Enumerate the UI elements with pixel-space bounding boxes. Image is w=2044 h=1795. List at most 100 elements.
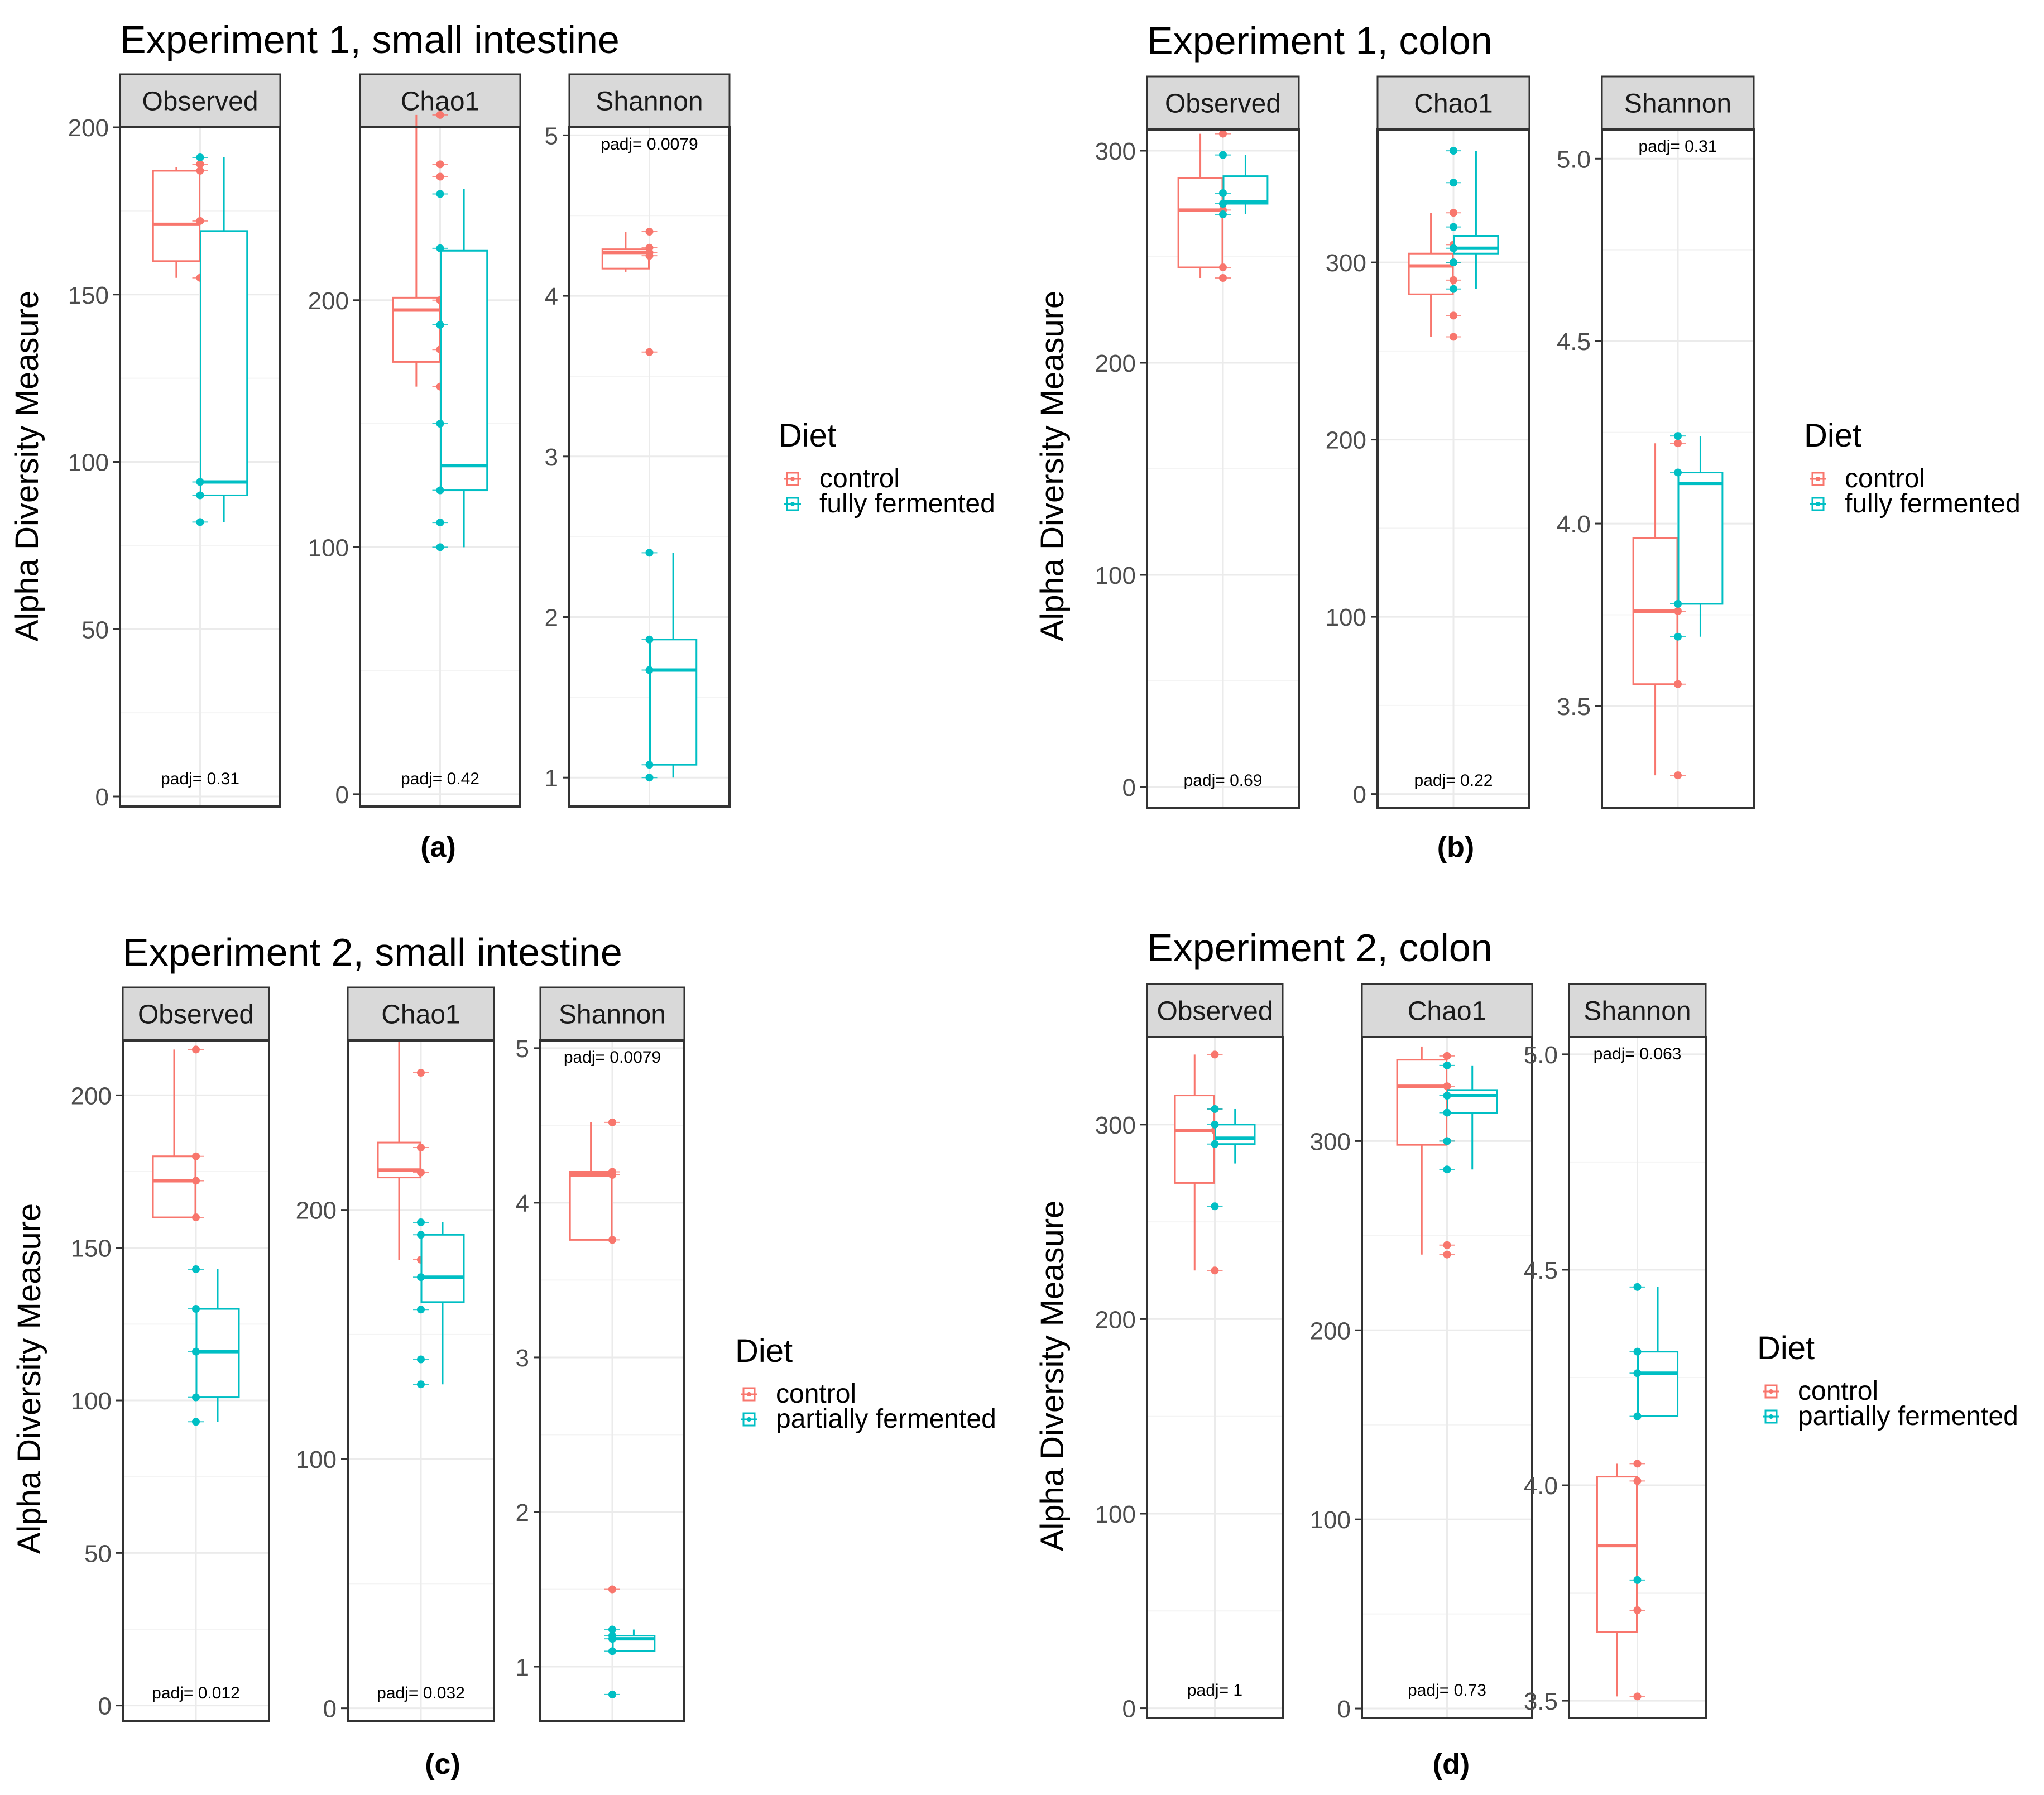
facet-observed: Observed 0 100 200 300 padj= 0.69 <box>1095 75 1300 809</box>
padj-label: padj= 0.69 <box>1184 771 1263 790</box>
legend-label: partially fermented <box>1798 1402 2018 1431</box>
facet-strip <box>1361 983 1533 1038</box>
y-tick-label: 0 <box>1122 1696 1136 1723</box>
box-iqr <box>392 296 441 363</box>
legend-key-fully-fermented <box>1810 497 1826 511</box>
y-tick-label: 4.5 <box>1524 1257 1558 1284</box>
box-iqr <box>649 639 698 766</box>
y-tick-label: 5.0 <box>1524 1042 1558 1069</box>
box-partially-fermented <box>604 1625 656 1698</box>
chart-caption: (d) <box>1433 1748 1470 1780</box>
y-tick-label: 0 <box>1122 774 1136 801</box>
facet-shannon: Shannon 1 2 3 4 5 padj= 0.0079 <box>516 986 685 1722</box>
y-tick-label: 200 <box>1326 427 1366 454</box>
y-tick-label: 100 <box>71 1388 112 1415</box>
box-iqr <box>1596 1476 1638 1633</box>
box-iqr <box>1222 175 1269 205</box>
panel-frame <box>122 1039 270 1722</box>
y-tick-label: 0 <box>323 1696 337 1723</box>
facet-strip <box>568 73 731 128</box>
y-tick-label: 0 <box>95 784 109 811</box>
box-partially-fermented <box>188 1265 240 1426</box>
chart-1: Experiment 1, small intestine (a) Alpha Di… <box>9 18 995 863</box>
y-tick-label: 4 <box>545 283 558 310</box>
y-tick-label: 100 <box>308 534 349 561</box>
y-tick-label: 100 <box>1326 604 1366 631</box>
panel-frame <box>539 1039 685 1722</box>
facet-strip <box>1376 75 1530 131</box>
y-tick-label: 100 <box>1095 1501 1136 1528</box>
y-tick-label: 2 <box>545 604 558 632</box>
y-tick-label: 150 <box>71 1235 112 1263</box>
y-tick-label: 0 <box>1337 1696 1351 1723</box>
box-iqr <box>1215 1124 1256 1145</box>
facet-strip <box>539 986 685 1042</box>
y-tick-label: 300 <box>1310 1128 1351 1155</box>
box-iqr <box>200 230 248 496</box>
box-iqr <box>440 249 488 492</box>
legend-title: Diet <box>1757 1330 1815 1366</box>
legend-key-partially-fermented <box>1763 1409 1779 1424</box>
y-tick-label: 100 <box>1310 1506 1351 1534</box>
padj-label: padj= 0.032 <box>377 1684 465 1702</box>
facet-chao1: Chao1 0 100 200 300 padj= 0.73 <box>1310 983 1533 1723</box>
legend-title: Diet <box>735 1333 793 1369</box>
y-tick-label: 3 <box>545 444 558 471</box>
legend-label: control <box>1798 1376 1878 1406</box>
legend-label: fully fermented <box>1845 489 2021 519</box>
facet-shannon: Shannon 3.5 4.0 4.5 5.0 padj= 0.31 <box>1557 75 1755 809</box>
box-iqr <box>1447 1089 1498 1114</box>
box-control <box>152 160 208 282</box>
facet-observed: Observed 0 100 200 300 padj= 1 <box>1095 983 1284 1723</box>
box-control <box>1596 1460 1645 1701</box>
y-tick-label: 4.0 <box>1557 511 1591 538</box>
y-tick-label: 3.5 <box>1557 693 1591 721</box>
y-tick-label: 50 <box>81 616 109 644</box>
box-iqr <box>1453 234 1499 255</box>
box-iqr <box>1396 1059 1448 1146</box>
box-partially-fermented <box>1629 1283 1679 1584</box>
y-tick-label: 200 <box>1310 1317 1351 1345</box>
legend-label: partially fermented <box>776 1404 996 1434</box>
y-tick-label: 5 <box>516 1035 529 1063</box>
panel-frame <box>1146 1036 1284 1719</box>
chart-title: Experiment 1, colon <box>1147 19 1493 63</box>
legend-key-control <box>1763 1384 1779 1399</box>
y-axis-label: Alpha Diversity Measure <box>1034 1201 1071 1552</box>
legend-label: control <box>776 1379 856 1409</box>
box-partially-fermented <box>413 1218 465 1389</box>
facet-label: Chao1 <box>1408 997 1486 1026</box>
panel-frame <box>1361 1036 1533 1719</box>
facet-label: Chao1 <box>1414 89 1493 119</box>
chart-2: Experiment 1, colon (b) Alpha Diversity Me… <box>1034 19 2021 863</box>
box-control <box>1408 209 1461 341</box>
box-iqr <box>152 1155 196 1218</box>
y-tick-label: 0 <box>335 781 349 809</box>
padj-label: padj= 1 <box>1187 1681 1242 1700</box>
legend-label: fully fermented <box>819 489 995 519</box>
chart-title: Experiment 2, colon <box>1147 926 1493 970</box>
y-tick-label: 50 <box>84 1540 112 1567</box>
padj-label: padj= 0.0079 <box>564 1048 661 1067</box>
y-tick-label: 2 <box>516 1499 529 1527</box>
box-control <box>1396 1046 1455 1259</box>
facet-label: Shannon <box>1584 997 1691 1026</box>
facet-strip <box>1568 983 1707 1038</box>
y-tick-label: 300 <box>1095 1112 1136 1139</box>
padj-label: padj= 0.73 <box>1408 1681 1486 1700</box>
facet-label: Observed <box>1165 89 1281 119</box>
box-fully-fermented <box>1446 147 1499 293</box>
y-tick-label: 200 <box>68 114 109 142</box>
y-tick-label: 300 <box>1326 249 1366 277</box>
y-tick-label: 1 <box>516 1654 529 1681</box>
padj-label: padj= 0.0079 <box>601 135 698 153</box>
y-tick-label: 5.0 <box>1557 146 1591 173</box>
y-tick-label: 4 <box>516 1190 529 1217</box>
box-fully-fermented <box>1215 151 1269 218</box>
facet-chao1: Chao1 0 100 200 padj= 0.032 <box>296 986 495 1723</box>
facet-observed: Observed 0 50 100 150 200 padj= 0.012 <box>71 986 270 1722</box>
